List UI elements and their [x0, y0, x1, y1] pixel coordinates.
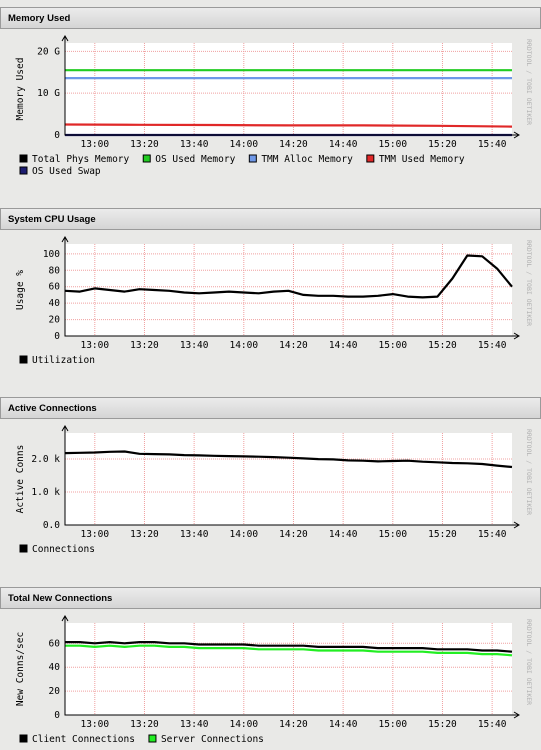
section-title: Active Connections	[8, 403, 97, 414]
x-tick-label: 15:20	[428, 529, 457, 540]
legend-label: Server Connections	[161, 734, 264, 745]
x-tick-label: 15:00	[378, 719, 407, 730]
legend-swatch	[19, 166, 28, 175]
x-tick-label: 15:20	[428, 139, 457, 150]
legend-swatch	[148, 734, 157, 743]
y-axis-label: Memory Used	[15, 58, 26, 121]
legend-label: TMM Alloc Memory	[261, 154, 353, 165]
y-tick-label: 80	[49, 265, 61, 276]
x-tick-label: 13:00	[80, 719, 109, 730]
legend-swatch	[248, 154, 257, 163]
legend-label: Connections	[32, 544, 95, 555]
y-tick-label: 20 G	[37, 46, 60, 57]
x-tick-label: 15:40	[478, 719, 507, 730]
y-axis-label: Usage %	[15, 270, 26, 310]
legend-label: OS Used Memory	[155, 154, 235, 165]
legend-swatch	[19, 734, 28, 743]
plot-area	[65, 433, 512, 525]
legend-label: Client Connections	[32, 734, 135, 745]
watermark: RRDTOOL / TOBI OETIKER	[525, 240, 533, 326]
series-line	[64, 123, 513, 128]
x-tick-label: 13:20	[130, 139, 159, 150]
legend-swatch	[19, 154, 28, 163]
x-tick-label: 15:00	[378, 139, 407, 150]
x-tick-label: 13:00	[80, 340, 109, 351]
legend-label: OS Used Swap	[32, 166, 101, 177]
y-tick-label: 1.0 k	[31, 487, 60, 498]
y-tick-label: 0.0	[43, 520, 60, 531]
y-tick-label: 0	[54, 130, 60, 141]
y-tick-label: 0	[54, 710, 60, 721]
legend-label: Utilization	[32, 355, 95, 366]
y-tick-label: 20	[49, 686, 61, 697]
x-tick-label: 14:40	[329, 529, 358, 540]
y-tick-label: 60	[49, 638, 61, 649]
y-axis-label: Active Conns	[15, 445, 26, 514]
x-tick-label: 13:40	[180, 719, 209, 730]
x-tick-label: 15:40	[478, 340, 507, 351]
x-tick-label: 15:40	[478, 139, 507, 150]
x-tick-label: 14:20	[279, 340, 308, 351]
series-line	[64, 450, 513, 469]
y-tick-label: 10 G	[37, 88, 60, 99]
watermark: RRDTOOL / TOBI OETIKER	[525, 39, 533, 125]
watermark: RRDTOOL / TOBI OETIKER	[525, 429, 533, 515]
x-tick-label: 14:20	[279, 719, 308, 730]
x-tick-label: 14:40	[329, 340, 358, 351]
x-tick-label: 14:40	[329, 719, 358, 730]
plot-area	[65, 623, 512, 715]
y-axis-label: New Conns/sec	[15, 632, 26, 706]
y-tick-label: 2.0 k	[31, 454, 60, 465]
x-tick-label: 15:20	[428, 719, 457, 730]
section-header	[0, 7, 541, 29]
x-tick-label: 15:00	[378, 529, 407, 540]
legend-swatch	[19, 355, 28, 364]
x-tick-label: 14:00	[229, 719, 258, 730]
series-line	[64, 254, 513, 299]
x-tick-label: 14:00	[229, 529, 258, 540]
y-tick-label: 20	[49, 315, 61, 326]
axis-lines	[61, 35, 520, 139]
x-tick-label: 13:40	[180, 340, 209, 351]
y-tick-label: 60	[49, 282, 61, 293]
section-title: Memory Used	[8, 13, 70, 24]
x-tick-label: 14:40	[329, 139, 358, 150]
y-tick-label: 40	[49, 662, 61, 673]
x-tick-label: 13:20	[130, 719, 159, 730]
x-tick-label: 15:00	[378, 340, 407, 351]
axis-lines	[61, 425, 520, 529]
legend-swatch	[366, 154, 375, 163]
legend-swatch	[142, 154, 151, 163]
x-tick-label: 13:40	[180, 529, 209, 540]
x-tick-label: 14:00	[229, 139, 258, 150]
x-tick-label: 13:00	[80, 139, 109, 150]
y-tick-label: 40	[49, 298, 61, 309]
series-line	[65, 644, 513, 657]
x-tick-label: 13:00	[80, 529, 109, 540]
x-tick-label: 15:20	[428, 340, 457, 351]
axis-lines	[61, 615, 520, 719]
plot-area	[65, 43, 512, 135]
watermark: RRDTOOL / TOBI OETIKER	[525, 619, 533, 705]
y-tick-label: 100	[43, 249, 60, 260]
series-line	[65, 641, 513, 653]
legend-label: TMM Used Memory	[379, 154, 465, 165]
y-tick-label: 0	[54, 331, 60, 342]
x-tick-label: 13:20	[130, 340, 159, 351]
x-tick-label: 13:40	[180, 139, 209, 150]
x-tick-label: 13:20	[130, 529, 159, 540]
section-title: System CPU Usage	[8, 214, 96, 225]
section-title: Total New Connections	[8, 593, 112, 604]
legend-label: Total Phys Memory	[32, 154, 130, 165]
x-tick-label: 14:20	[279, 139, 308, 150]
x-tick-label: 15:40	[478, 529, 507, 540]
x-tick-label: 14:00	[229, 340, 258, 351]
axis-lines	[61, 236, 520, 340]
legend-swatch	[19, 544, 28, 553]
x-tick-label: 14:20	[279, 529, 308, 540]
